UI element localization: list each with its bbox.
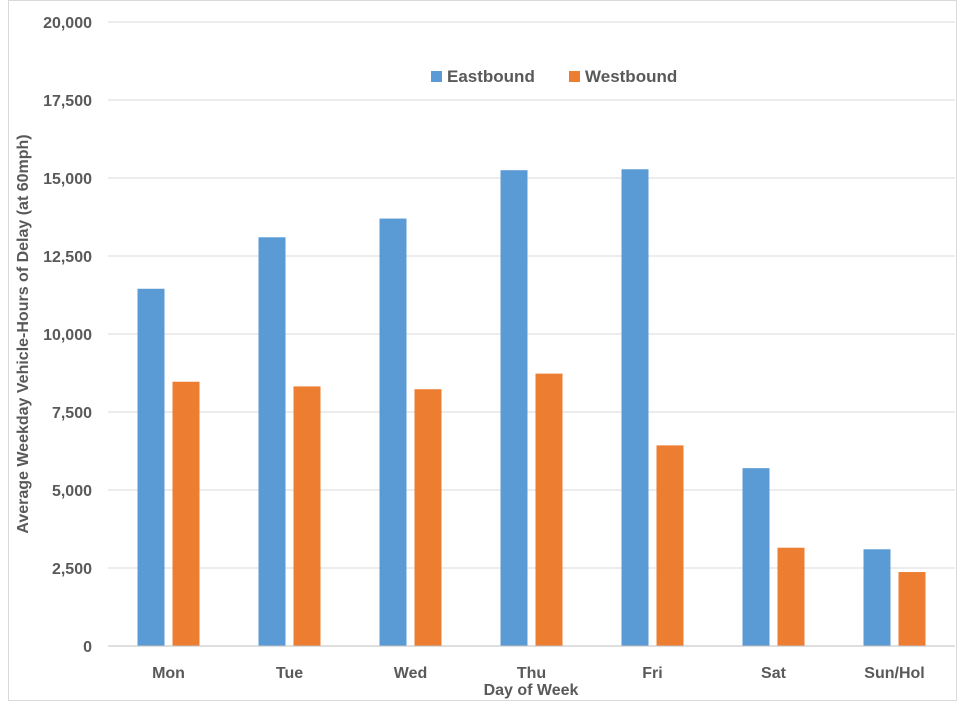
y-axis-title: Average Weekday Vehicle-Hours of Delay (… [15,134,32,533]
bar-westbound-thu [535,373,563,646]
y-axis-ticks: 0 2,500 5,000 7,500 10,000 12,500 15,000 17,500… [43,15,92,656]
x-tick-label: Sun/Hol [864,665,924,682]
bar-eastbound-mon [137,288,165,646]
x-tick-label: Mon [152,665,185,682]
bar-eastbound-wed [379,218,407,646]
bar-westbound-wed [414,389,442,646]
x-axis-title: Day of Week [484,682,579,699]
y-tick-label: 15,000 [43,171,92,188]
bar-eastbound-thu [500,170,528,646]
y-tick-label: 10,000 [43,327,92,344]
bar-westbound-mon [172,381,200,646]
y-tick-label: 7,500 [52,405,92,422]
legend: Eastbound Westbound [431,67,677,86]
y-tick-label: 0 [83,639,92,656]
legend-swatch-eastbound [431,71,442,82]
bar-eastbound-sat [742,468,770,646]
bar-eastbound-sunhol [863,549,891,646]
bar-westbound-sunhol [898,572,926,646]
bars [137,169,926,646]
bar-westbound-sat [777,547,805,646]
x-axis-ticks: Mon Tue Wed Thu Fri Sat Sun/Hol [152,665,925,682]
x-tick-label: Tue [276,665,303,682]
gridlines [108,21,955,569]
x-tick-label: Thu [517,665,546,682]
x-tick-label: Wed [394,665,427,682]
bar-eastbound-tue [258,237,286,646]
y-tick-label: 20,000 [43,15,92,32]
legend-label-westbound: Westbound [585,67,677,86]
legend-swatch-westbound [569,71,580,82]
y-tick-label: 17,500 [43,93,92,110]
bar-eastbound-fri [621,169,649,646]
y-tick-label: 2,500 [52,561,92,578]
legend-label-eastbound: Eastbound [447,67,535,86]
x-tick-label: Fri [642,665,662,682]
bar-westbound-fri [656,445,684,646]
bar-westbound-tue [293,386,321,646]
x-tick-label: Sat [761,665,787,682]
y-tick-label: 12,500 [43,249,92,266]
y-tick-label: 5,000 [52,483,92,500]
